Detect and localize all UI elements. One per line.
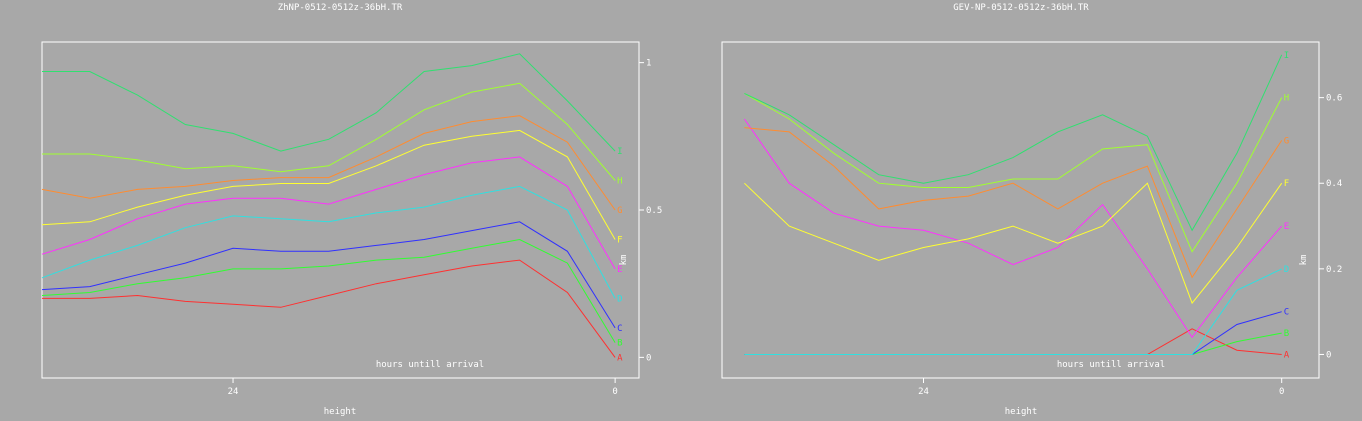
plot-frame — [721, 41, 1320, 379]
series-line-e — [41, 156, 616, 270]
series-end-label: G — [617, 206, 622, 216]
series-end-label: G — [1284, 136, 1289, 146]
series-line-i — [744, 54, 1283, 232]
series-line-h — [42, 82, 616, 181]
annotation-text: hours untill arrival — [1057, 360, 1165, 370]
y-axis-label: km — [1299, 255, 1309, 266]
series-end-label: D — [1284, 265, 1289, 275]
series-line-f — [744, 182, 1283, 305]
y-tick-layer: 00.51 — [639, 59, 662, 363]
series-end-label: A — [1284, 350, 1290, 360]
chart-panel-right: GEV-NP-0512-0512z-36bH.TR A B C D E F G H I 0 0.2… — [721, 3, 1342, 417]
series-line-c — [41, 221, 616, 329]
series-line-f — [41, 129, 616, 240]
y-tick-label: 0.6 — [1326, 94, 1342, 104]
series-line-b — [41, 238, 616, 343]
x-tick-label: 0 — [1279, 387, 1284, 397]
y-axis-label: km — [619, 255, 629, 266]
series-end-label: C — [617, 324, 622, 334]
x-tick-label: 24 — [228, 387, 239, 397]
series-end-label: H — [1284, 94, 1289, 104]
x-tick-label: 0 — [612, 387, 617, 397]
series-end-label: C — [1284, 308, 1289, 318]
series-line-h — [744, 92, 1283, 253]
chart-title: GEV-NP-0512-0512z-36bH.TR — [953, 3, 1089, 13]
series-line-d — [744, 268, 1282, 355]
y-tick-label: 0.5 — [646, 206, 662, 216]
x-tick-label: 24 — [918, 387, 929, 397]
y-tick-label: 1 — [646, 59, 651, 69]
series-line-a — [42, 259, 616, 358]
series-line-b — [744, 332, 1282, 355]
y-tick-label: 0.4 — [1326, 179, 1342, 189]
series-end-label: D — [617, 294, 622, 304]
x-tick-layer: 24 0 — [228, 378, 618, 397]
series-line-e — [743, 118, 1283, 339]
y-tick-label: 0.2 — [1326, 265, 1342, 275]
series-line-g — [41, 115, 616, 211]
series-end-label: F — [1284, 179, 1289, 189]
series-layer: A B C D E F G H I — [743, 51, 1290, 360]
series-end-label: A — [617, 353, 623, 363]
y-tick-label: 0 — [1326, 350, 1331, 360]
series-line-i — [42, 53, 616, 152]
series-end-label: F — [617, 235, 622, 245]
series-end-label: E — [1284, 222, 1289, 232]
series-end-label: E — [617, 265, 622, 275]
series-end-label: I — [1284, 51, 1289, 61]
series-line-d — [41, 185, 616, 299]
x-axis-label: height — [1005, 407, 1038, 417]
annotation-text: hours untill arrival — [376, 360, 484, 370]
series-end-label: H — [617, 177, 622, 187]
x-axis-label: height — [324, 407, 357, 417]
series-end-label: I — [617, 147, 622, 157]
series-end-label: B — [1284, 329, 1289, 339]
chart-title: ZhNP-0512-0512z-36bH.TR — [278, 3, 403, 13]
y-tick-label: 0 — [646, 353, 651, 363]
y-tick-layer: 0 0.2 0.4 0.6 — [1319, 94, 1342, 360]
series-line-g — [744, 127, 1283, 279]
series-end-label: B — [617, 339, 622, 349]
x-tick-layer: 24 0 — [918, 378, 1284, 397]
series-layer: ABC D E F G H I — [41, 53, 623, 363]
